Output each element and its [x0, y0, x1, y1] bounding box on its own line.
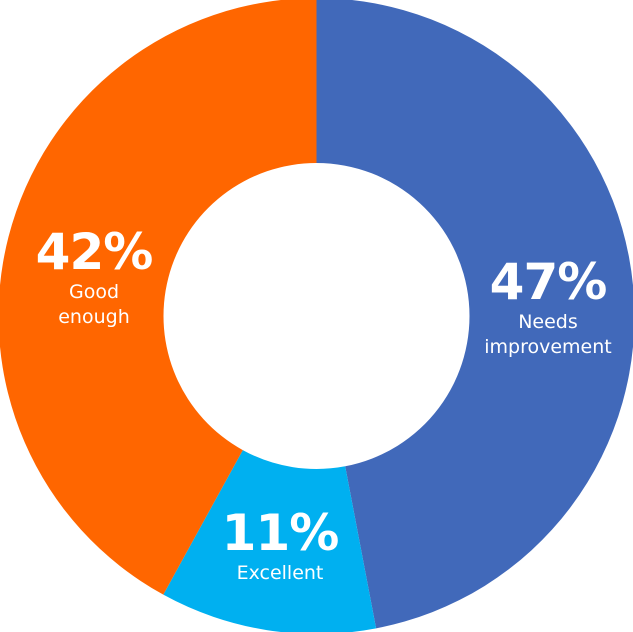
slice-label-needs-improvement: 47% Needs improvement — [484, 254, 612, 360]
slice-label-good-enough: 42% Good enough — [35, 223, 154, 330]
slice-label-excellent: 11% Excellent — [221, 504, 340, 586]
slice-percent: 11% — [221, 504, 340, 562]
slice-category: improvement — [484, 336, 612, 358]
slice-category: Needs — [518, 311, 578, 333]
slice-category: Good — [68, 281, 120, 303]
slice-category: Excellent — [236, 562, 324, 584]
slice-excellent — [163, 450, 377, 632]
slice-good-enough — [0, 0, 317, 595]
slice-category: enough — [58, 306, 130, 328]
slice-percent: 47% — [489, 253, 608, 311]
slice-percent: 42% — [35, 223, 154, 281]
slice-needs-improvement — [316, 0, 633, 629]
